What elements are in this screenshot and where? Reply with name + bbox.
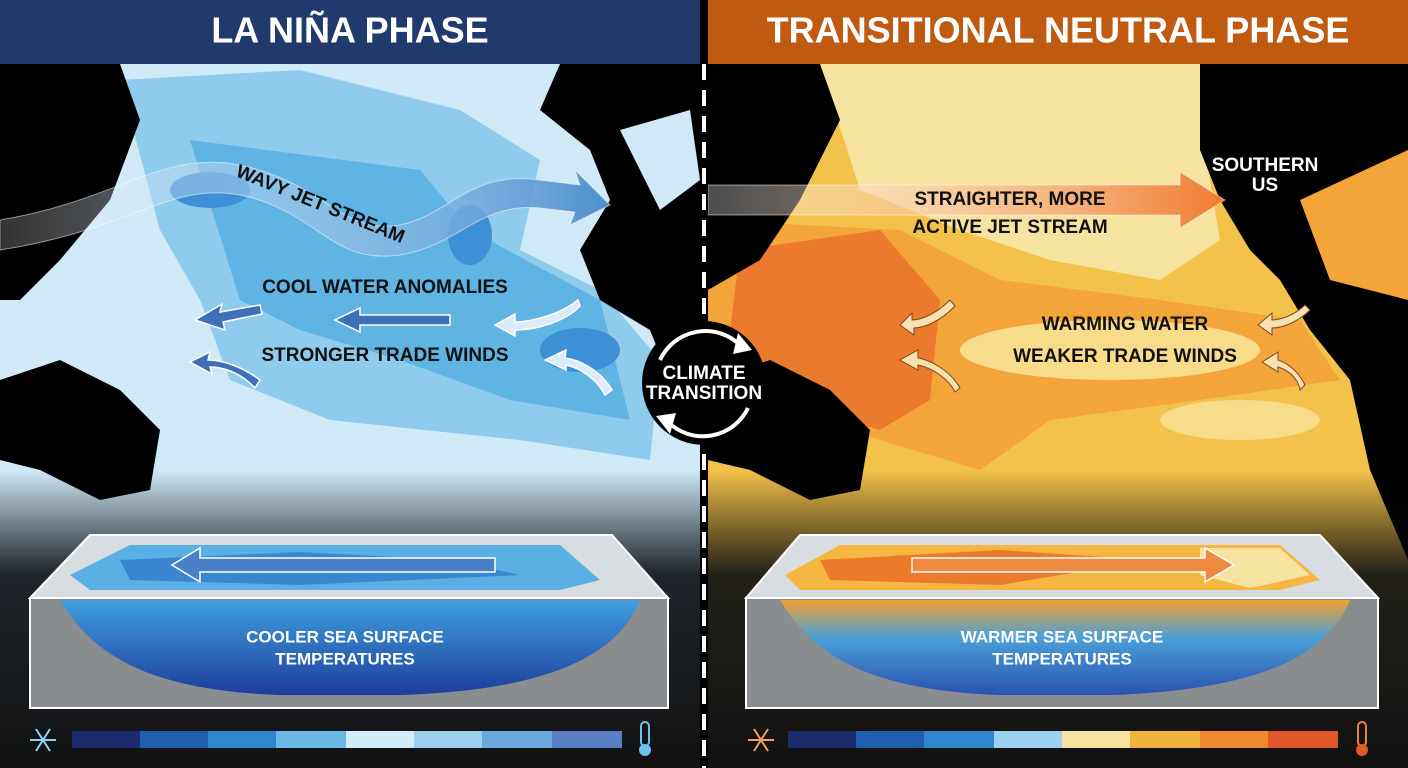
box-label: TEMPERATURES (275, 649, 414, 668)
jet-stream-arrow (0, 161, 611, 257)
header (708, 0, 1408, 64)
land (0, 360, 160, 500)
snowflake-icon (748, 728, 774, 752)
winds-label: WEAKER TRADE WINDS (1013, 346, 1237, 367)
color-scale (788, 731, 1338, 748)
badge-label: TRANSITION (646, 383, 762, 404)
jet-stream-label: ACTIVE JET STREAM (912, 217, 1107, 238)
neutral-panel: STRAIGHTER, MORE ACTIVE JET STREAM SOUTH… (707, 0, 1408, 768)
trade-wind-arrows (188, 298, 613, 397)
water-label: WARMING WATER (1042, 314, 1209, 335)
current-arrow (911, 546, 1236, 584)
box-label: WARMER SEA SURFACE (961, 627, 1163, 646)
water-label: COOL WATER ANOMALIES (262, 277, 508, 298)
winds-label: STRONGER TRADE WINDS (262, 345, 509, 366)
transition-badge: CLIMATE TRANSITION (642, 321, 766, 445)
thermometer-icon (1356, 721, 1368, 756)
region-label: US (1252, 175, 1278, 196)
trade-wind-arrows (898, 299, 1311, 393)
jet-stream-label: STRAIGHTER, MORE (914, 189, 1105, 210)
panel-title: LA NIÑA PHASE (211, 9, 488, 51)
header (0, 0, 700, 64)
color-scale (72, 731, 622, 748)
panel-title: TRANSITIONAL NEUTRAL PHASE (767, 10, 1350, 51)
la-nina-panel: WAVY JET STREAM COOL WATER ANOMALIES STR… (0, 0, 700, 768)
snowflake-icon (30, 728, 56, 752)
jet-stream-arrow (707, 171, 1226, 229)
land (708, 64, 840, 290)
badge-label: CLIMATE (662, 363, 745, 384)
current-arrow (170, 546, 496, 584)
thermometer-icon (639, 721, 651, 756)
box-label: COOLER SEA SURFACE (246, 627, 444, 646)
box-label: TEMPERATURES (992, 649, 1131, 668)
region-label: SOUTHERN (1212, 155, 1319, 176)
